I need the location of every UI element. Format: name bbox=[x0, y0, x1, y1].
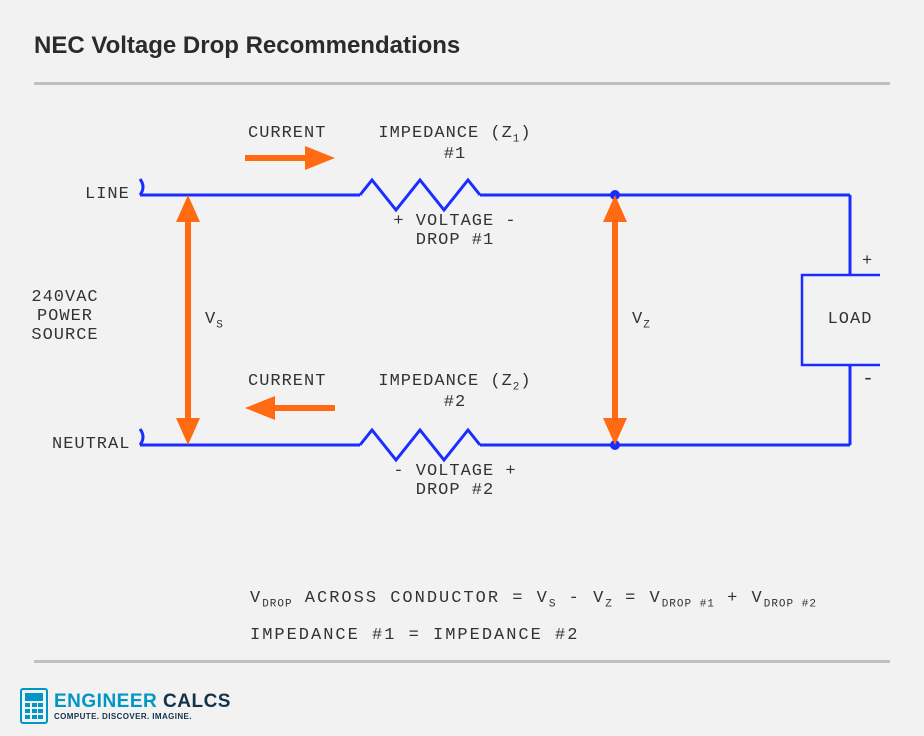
label-impedance-top: IMPEDANCE (Z1) #1 bbox=[355, 124, 555, 164]
circuit-diagram: LINE NEUTRAL CURRENT CURRENT IMPEDANCE (… bbox=[80, 110, 880, 530]
equations: VDROP ACROSS CONDUCTOR = VS - VZ = VDROP… bbox=[250, 580, 817, 655]
label-neutral: NEUTRAL bbox=[52, 435, 130, 454]
label-line: LINE bbox=[85, 185, 130, 204]
label-vdrop-top: + VOLTAGE -DROP #1 bbox=[355, 212, 555, 250]
label-load-minus: - bbox=[862, 368, 875, 391]
logo: ENGINEER CALCS COMPUTE. DISCOVER. IMAGIN… bbox=[20, 688, 231, 724]
label-current-top: CURRENT bbox=[248, 124, 326, 143]
label-impedance-bot: IMPEDANCE (Z2) #2 bbox=[355, 372, 555, 412]
logo-text: ENGINEER CALCS bbox=[54, 692, 231, 711]
equation-2: IMPEDANCE #1 = IMPEDANCE #2 bbox=[250, 617, 817, 654]
label-current-bot: CURRENT bbox=[248, 372, 326, 391]
label-load: LOAD bbox=[802, 310, 898, 329]
rule-bottom bbox=[34, 660, 890, 663]
logo-tagline: COMPUTE. DISCOVER. IMAGINE. bbox=[54, 713, 231, 721]
label-load-plus: + bbox=[862, 252, 873, 271]
rule-top bbox=[34, 82, 890, 85]
label-vs: VS bbox=[205, 310, 224, 331]
label-vdrop-bot: - VOLTAGE +DROP #2 bbox=[355, 462, 555, 500]
label-source: 240VACPOWERSOURCE bbox=[20, 288, 110, 345]
calculator-icon bbox=[20, 688, 48, 724]
page-title: NEC Voltage Drop Recommendations bbox=[34, 32, 460, 60]
label-vz: VZ bbox=[632, 310, 651, 331]
equation-1: VDROP ACROSS CONDUCTOR = VS - VZ = VDROP… bbox=[250, 580, 817, 617]
